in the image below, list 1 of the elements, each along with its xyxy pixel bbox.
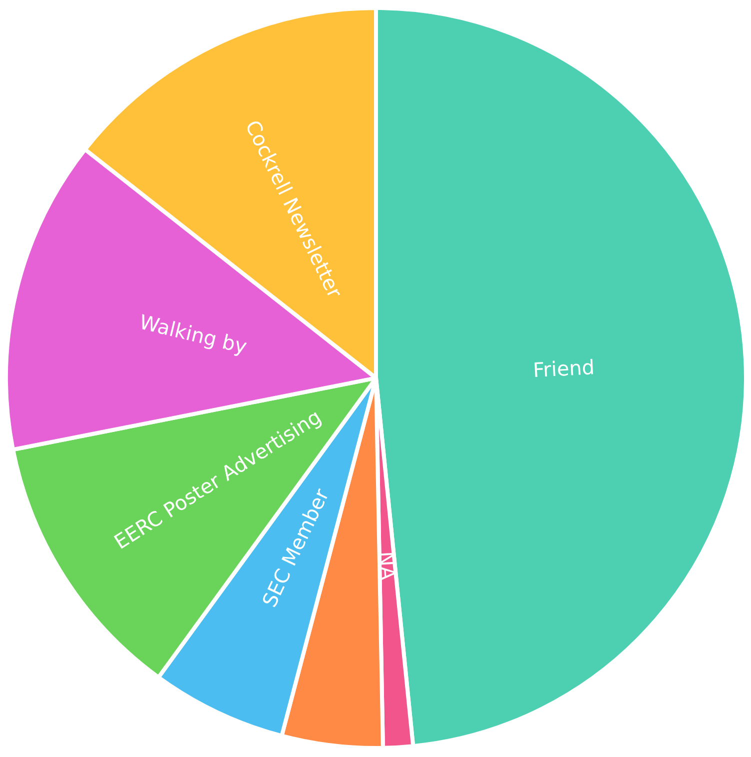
slice-label: Friend <box>532 355 596 382</box>
